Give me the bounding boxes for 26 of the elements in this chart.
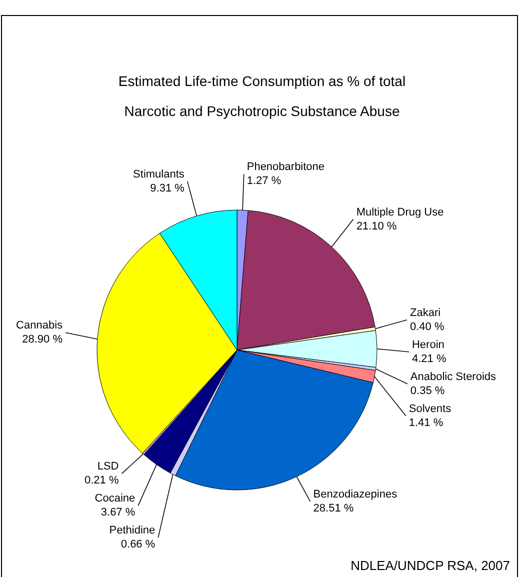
- slice-label: Zakari: [410, 306, 441, 319]
- slice-label: Stimulants: [133, 168, 185, 180]
- data-label: 0.35 %: [410, 384, 445, 397]
- data-label: 9.31 %: [150, 182, 185, 194]
- data-label: 0.40 %: [410, 320, 444, 333]
- slice-label: Multiple Drug Use: [356, 206, 444, 218]
- data-label: 21.10 %: [356, 220, 397, 232]
- slice-label: Phenobarbitone: [246, 161, 325, 174]
- data-label: 3.67 %: [100, 506, 136, 519]
- chart-title: Estimated Life-time Consumption as % of total Narcotic and Psychotropic Substance Abuse: [118, 73, 406, 119]
- slice-label: Cocaine: [94, 492, 136, 505]
- slice-label: Pethidine: [109, 524, 156, 537]
- data-label: 1.27 %: [246, 175, 282, 188]
- text: NDLEA/UNDCP RSA, 2007: [350, 558, 510, 573]
- data-label: 0.21 %: [84, 474, 119, 487]
- data-label: 1.41 %: [408, 416, 444, 429]
- data-label: 28.90 %: [22, 334, 63, 346]
- slice-label: Benzodiazepines: [313, 488, 398, 501]
- slice-label: Cannabis: [16, 320, 64, 332]
- slice-label: LSD: [97, 460, 119, 473]
- slice-label: Heroin: [412, 338, 444, 351]
- data-label: 28.51 %: [313, 502, 354, 515]
- data-label: 4.21 %: [412, 352, 446, 365]
- data-label: 0.66 %: [120, 538, 156, 551]
- slice-label: Anabolic Steroids: [410, 370, 497, 383]
- slice-label: Solvents: [408, 402, 452, 415]
